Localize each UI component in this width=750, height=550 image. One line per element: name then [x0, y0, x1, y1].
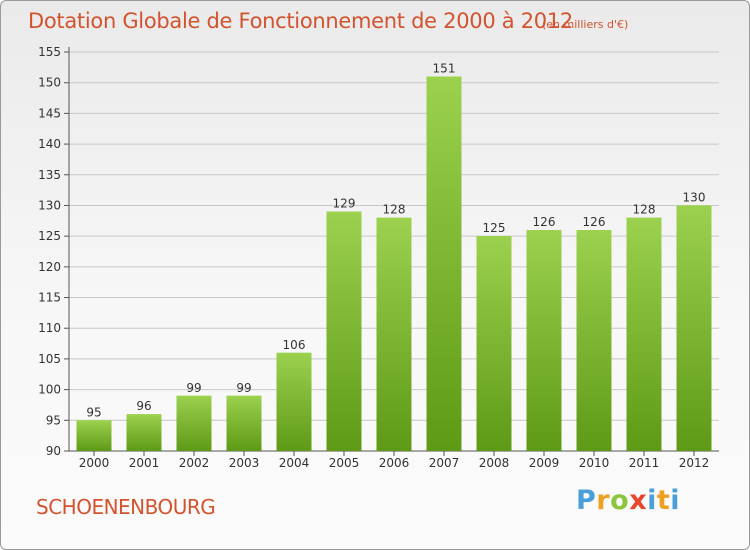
- bar-2012: [676, 205, 712, 451]
- bars: [76, 76, 712, 452]
- bar-cap: [526, 230, 562, 233]
- x-tick-label: 2010: [579, 456, 610, 470]
- bar-cap: [276, 352, 312, 355]
- bar-cap: [176, 395, 212, 398]
- y-tick-label: 130: [38, 198, 61, 212]
- y-tick-label: 140: [38, 137, 61, 151]
- data-label: 106: [283, 338, 306, 352]
- bar-cap: [626, 217, 662, 220]
- bar-2004: [276, 352, 312, 451]
- y-tick-label: 125: [38, 229, 61, 243]
- x-tick-label: 2003: [229, 456, 260, 470]
- data-label: 99: [186, 381, 201, 395]
- bar-2006: [376, 217, 412, 451]
- bar-cap: [576, 230, 612, 233]
- bar-2010: [576, 230, 612, 451]
- bar-2011: [626, 217, 662, 451]
- y-tick-label: 150: [38, 76, 61, 90]
- bar-2002: [176, 395, 212, 451]
- x-tick-label: 2001: [129, 456, 160, 470]
- y-tick-label: 155: [38, 45, 61, 59]
- y-tick-label: 105: [38, 352, 61, 366]
- y-tick-labels: 90 95 100 105 110 115 120 125 130 135 140 145 150 155: [38, 45, 61, 458]
- x-tick-labels: 2000 2001 2002 2003 2004 2005 2006 2007 2008 2009…: [79, 456, 710, 470]
- data-label: 130: [683, 190, 706, 204]
- x-tick-label: 2008: [479, 456, 510, 470]
- data-label: 125: [483, 221, 506, 235]
- x-tick-label: 2005: [329, 456, 360, 470]
- y-tick-label: 145: [38, 106, 61, 120]
- bar-cap: [226, 395, 262, 398]
- data-label: 126: [533, 215, 556, 229]
- x-tick-label: 2012: [679, 456, 710, 470]
- y-tick-label: 110: [38, 321, 61, 335]
- proxiti-logo: Proxiti: [576, 485, 681, 516]
- data-labels: 95 96 99 99 106 129 128 151 125 126 126 128 130: [86, 62, 705, 420]
- y-tick-label: 135: [38, 168, 61, 182]
- bar-cap: [76, 420, 112, 423]
- bar-cap: [126, 414, 162, 417]
- bar-cap: [426, 76, 462, 79]
- bar-2008: [476, 236, 512, 451]
- bar-cap: [326, 211, 362, 214]
- data-label: 126: [583, 215, 606, 229]
- y-tick-label: 90: [46, 444, 61, 458]
- bar-cap: [676, 205, 712, 208]
- data-label: 99: [236, 381, 251, 395]
- y-tick-label: 120: [38, 260, 61, 274]
- x-tick-label: 2011: [629, 456, 660, 470]
- data-label: 129: [333, 197, 356, 211]
- x-tick-label: 2006: [379, 456, 410, 470]
- x-tick-label: 2009: [529, 456, 560, 470]
- data-label: 128: [633, 203, 656, 217]
- bar-cap: [476, 236, 512, 239]
- bar-2000: [76, 420, 112, 451]
- chart-unit-label: (en milliers d'€): [542, 18, 629, 31]
- bar-2009: [526, 230, 562, 451]
- y-tick-label: 95: [46, 413, 61, 427]
- x-tick-label: 2000: [79, 456, 110, 470]
- bar-cap: [376, 217, 412, 220]
- data-label: 95: [86, 405, 101, 419]
- commune-name: SCHOENENBOURG: [36, 495, 216, 519]
- y-tick-label: 115: [38, 291, 61, 305]
- bar-2001: [126, 414, 162, 451]
- bar-2005: [326, 211, 362, 451]
- chart-title: Dotation Globale de Fonctionnement de 20…: [28, 9, 573, 33]
- x-tick-label: 2004: [279, 456, 310, 470]
- x-tick-label: 2002: [179, 456, 210, 470]
- x-tick-label: 2007: [429, 456, 460, 470]
- bar-2007: [426, 76, 462, 452]
- bar-2003: [226, 395, 262, 451]
- data-label: 151: [433, 62, 456, 76]
- data-label: 128: [383, 203, 406, 217]
- data-label: 96: [136, 399, 151, 413]
- y-tick-label: 100: [38, 383, 61, 397]
